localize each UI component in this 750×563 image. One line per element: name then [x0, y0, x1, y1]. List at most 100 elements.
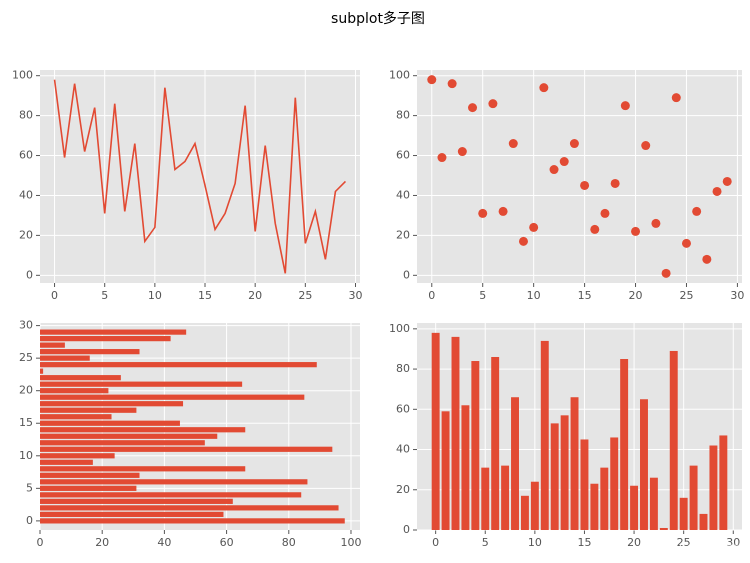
plot-area: [40, 70, 360, 283]
plot-area: [417, 323, 742, 530]
bar: [40, 401, 184, 407]
y-tick-label: 60: [19, 149, 33, 162]
y-tick-label: 5: [26, 481, 33, 494]
x-tick-label: 15: [577, 536, 591, 549]
bar: [40, 440, 205, 446]
bar: [709, 445, 718, 530]
y-tick-label: 0: [26, 268, 33, 281]
bar: [40, 362, 317, 368]
point: [651, 218, 661, 228]
bar: [40, 466, 246, 472]
x-tick-label: 60: [220, 536, 234, 549]
y-tick-label: 80: [396, 109, 410, 122]
x-tick-label: 40: [157, 536, 171, 549]
bar: [610, 437, 619, 530]
y-tick-label: 40: [396, 188, 410, 201]
bar: [40, 446, 333, 452]
bar: [620, 359, 629, 530]
x-tick-label: 10: [148, 289, 162, 302]
bar: [491, 356, 500, 530]
point: [447, 79, 457, 89]
bar: [550, 423, 559, 530]
subplot: 0 20 40 60 80 100 0 5 10 15 20 25 30: [19, 319, 361, 549]
bar: [40, 498, 233, 504]
bar: [719, 435, 728, 530]
y-tick-label: 80: [19, 109, 33, 122]
x-tick-label: 100: [340, 536, 361, 549]
bar: [699, 513, 708, 530]
y-tick-label: 100: [389, 322, 410, 335]
y-tick-label: 0: [403, 268, 410, 281]
bar: [40, 388, 109, 394]
plot-area: [417, 70, 742, 283]
point: [631, 226, 641, 236]
x-tick-label: 30: [348, 289, 362, 302]
bar: [451, 336, 460, 530]
y-tick-label: 40: [19, 188, 33, 201]
bar: [659, 527, 668, 530]
bar: [520, 495, 529, 530]
x-tick-label: 0: [432, 536, 439, 549]
point: [539, 83, 549, 93]
bar: [570, 397, 579, 530]
point: [457, 147, 467, 157]
point: [722, 176, 732, 186]
x-tick-label: 20: [629, 289, 643, 302]
y-tick-label: 15: [19, 416, 33, 429]
bar: [560, 415, 569, 530]
y-tick-label: 25: [19, 351, 33, 364]
bar: [40, 433, 218, 439]
point: [427, 75, 437, 85]
bar: [40, 407, 137, 413]
x-tick-label: 80: [282, 536, 296, 549]
y-tick-label: 100: [12, 69, 33, 82]
bar: [40, 518, 345, 524]
point: [610, 178, 620, 188]
x-tick-label: 25: [298, 289, 312, 302]
point: [529, 222, 539, 232]
y-tick-label: 20: [396, 228, 410, 241]
point: [498, 206, 508, 216]
y-tick-label: 10: [19, 449, 33, 462]
bar: [689, 465, 698, 530]
bar: [580, 439, 589, 530]
bar: [590, 483, 599, 530]
bar: [679, 497, 688, 530]
x-tick-label: 15: [578, 289, 592, 302]
bar: [40, 414, 112, 420]
point: [518, 236, 528, 246]
bar: [40, 329, 187, 335]
x-tick-label: 30: [726, 536, 740, 549]
bar: [431, 332, 440, 530]
x-tick-label: 20: [627, 536, 641, 549]
point: [468, 103, 478, 113]
bar: [40, 472, 140, 478]
y-tick-label: 60: [396, 149, 410, 162]
bar: [40, 368, 44, 374]
subplot: 0 5 10 15 20 25 30 0 20 40 60 80 100: [12, 69, 362, 302]
bar: [530, 481, 539, 530]
bar: [441, 411, 450, 530]
x-tick-label: 0: [51, 289, 58, 302]
y-tick-label: 80: [396, 362, 410, 375]
point: [712, 186, 722, 196]
bar: [40, 459, 93, 465]
x-tick-label: 5: [482, 536, 489, 549]
figure-title: subplot多子图: [331, 10, 425, 27]
bar: [40, 427, 246, 433]
line: [53, 79, 347, 274]
x-tick-label: 10: [527, 289, 541, 302]
bar: [461, 405, 470, 530]
y-tick-label: 30: [19, 319, 33, 332]
subplot: 0 5 10 15 20 25 30 0 20 40 60 80 100: [389, 322, 742, 549]
bar: [600, 467, 609, 530]
bar: [649, 477, 658, 530]
bar: [471, 361, 480, 530]
bar: [40, 453, 115, 459]
x-tick-label: 20: [95, 536, 109, 549]
y-tick-label: 100: [389, 69, 410, 82]
point: [600, 208, 610, 218]
point: [681, 238, 691, 248]
bar: [511, 397, 519, 530]
subplot: 0 5 10 15 20 25 30 0 20 40 60 80 100: [389, 69, 744, 302]
